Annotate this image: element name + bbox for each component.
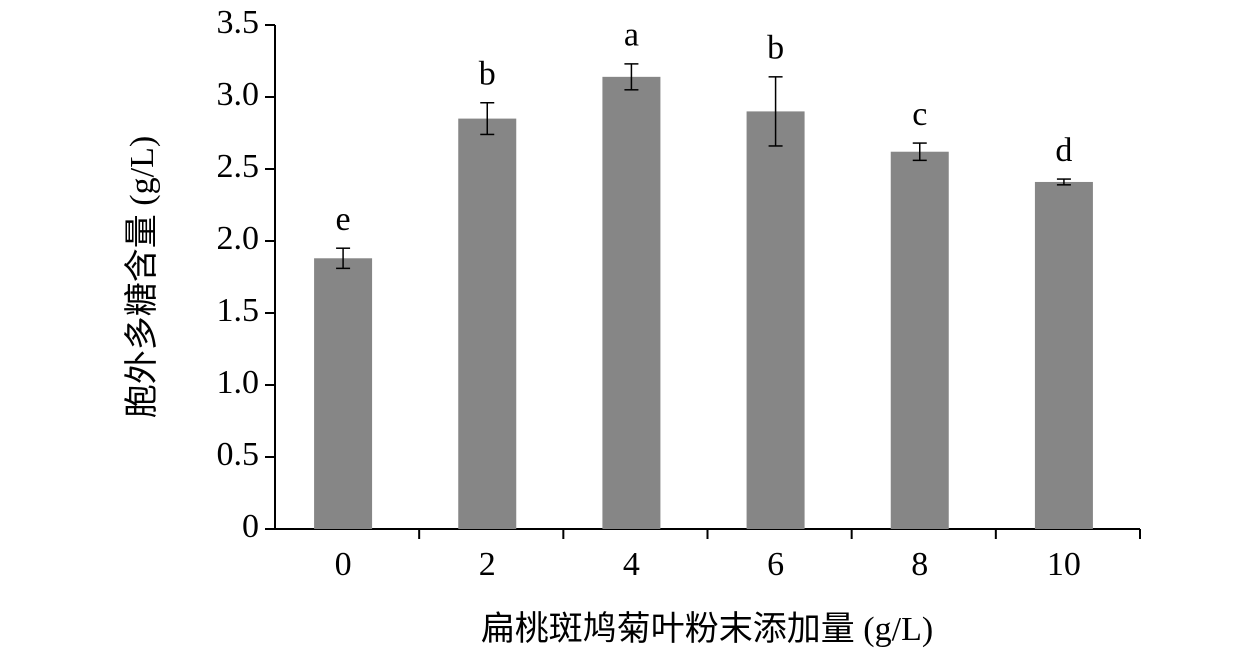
error-bar <box>1056 178 1071 186</box>
significance-letter: c <box>912 96 927 133</box>
y-tick-label: 1.0 <box>217 364 260 401</box>
significance-letter: a <box>624 17 639 54</box>
error-bar <box>480 102 495 136</box>
significance-letter: e <box>336 201 351 238</box>
x-tick-label: 8 <box>911 546 928 583</box>
bar <box>746 111 805 530</box>
x-tick-label: 10 <box>1047 546 1081 583</box>
x-tick-label: 4 <box>623 546 640 583</box>
x-tick-label: 0 <box>335 546 352 583</box>
significance-letter: b <box>479 56 496 93</box>
significance-letter: b <box>767 30 784 67</box>
error-bar <box>912 142 927 162</box>
error-bar <box>768 76 783 147</box>
y-tick-label: 2.5 <box>217 148 260 185</box>
bar <box>1034 181 1093 529</box>
bar <box>890 151 949 529</box>
x-tick-label: 2 <box>479 546 496 583</box>
y-tick-label: 3.0 <box>217 76 260 113</box>
y-tick-label: 0 <box>242 508 259 545</box>
error-bar <box>336 247 351 270</box>
y-tick-label: 1.5 <box>217 292 260 329</box>
bar <box>458 118 517 529</box>
y-tick-label: 2.0 <box>217 220 260 257</box>
y-axis-label: 胞外多糖含量 (g/L) <box>123 136 161 418</box>
bar <box>314 258 373 529</box>
x-tick-label: 6 <box>767 546 784 583</box>
y-tick-label: 3.5 <box>217 4 260 41</box>
x-axis-label: 扁桃斑鸠菊叶粉末添加量 (g/L) <box>481 610 933 648</box>
bar <box>602 76 661 529</box>
significance-letter: d <box>1055 132 1072 169</box>
y-tick-label: 0.5 <box>217 436 260 473</box>
error-bar <box>624 63 639 91</box>
